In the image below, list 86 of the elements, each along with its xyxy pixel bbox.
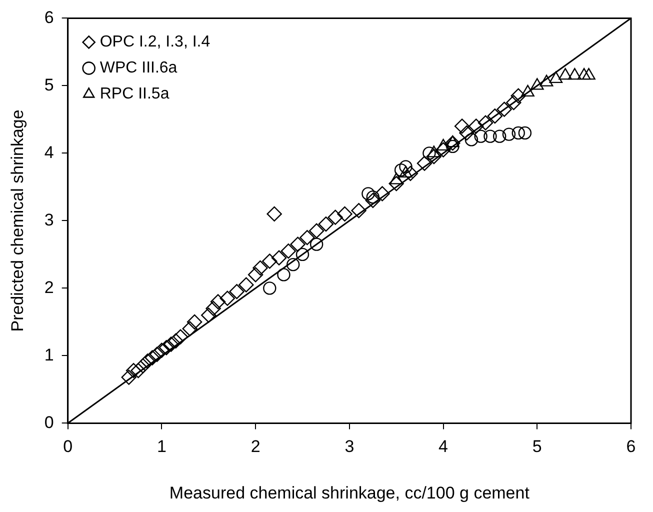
point (502, 128, 516, 141)
point (300, 230, 315, 246)
point (144, 350, 160, 366)
point (296, 248, 310, 262)
point (454, 118, 470, 134)
y-tick-label: 3 (44, 210, 54, 230)
point (168, 333, 184, 348)
point (158, 340, 174, 356)
point (310, 238, 324, 251)
point (277, 268, 290, 282)
point (416, 156, 432, 171)
y-tick-label: 0 (44, 412, 54, 432)
point (351, 202, 366, 218)
point (506, 94, 522, 110)
point (252, 260, 268, 276)
y-tick-label: 4 (44, 142, 54, 162)
point (478, 115, 494, 130)
x-tick-label: 5 (532, 437, 542, 456)
x-tick-label: 0 (63, 437, 73, 456)
point (308, 223, 324, 238)
point (402, 166, 418, 182)
point (263, 282, 276, 295)
point (445, 135, 460, 151)
point (446, 140, 460, 154)
point (512, 126, 525, 140)
x-tick-label: 3 (344, 437, 354, 456)
point (496, 102, 512, 117)
point (394, 163, 408, 177)
point (362, 187, 375, 200)
point (201, 308, 216, 323)
x-tick-label: 2 (250, 437, 260, 456)
point (510, 88, 526, 104)
y-tick-label: 5 (44, 75, 54, 94)
point (436, 142, 451, 158)
point (266, 206, 282, 222)
point (238, 277, 254, 292)
point (468, 118, 484, 134)
point (399, 160, 412, 174)
point (220, 290, 236, 306)
x-tick-label: 4 (438, 437, 448, 456)
point (459, 125, 474, 141)
point (328, 210, 343, 225)
point (337, 206, 352, 222)
point (135, 358, 151, 374)
point (229, 284, 244, 300)
point (388, 176, 404, 192)
point (280, 243, 296, 259)
point (374, 186, 390, 202)
point (248, 267, 264, 282)
legend-label: WPC III.6a (100, 60, 178, 77)
point (286, 258, 300, 272)
point (464, 133, 478, 146)
point (493, 130, 506, 143)
point (426, 148, 442, 164)
point (487, 108, 503, 124)
y-tick-label: 2 (44, 278, 54, 297)
y-axis-title: Predicted chemical shrinkage (8, 110, 27, 332)
point (140, 354, 156, 369)
point (484, 130, 497, 143)
point (121, 370, 136, 385)
point (474, 130, 488, 143)
point (130, 362, 146, 378)
point (210, 294, 226, 310)
legend-label: RPC II.5a (100, 86, 170, 103)
point (164, 336, 179, 352)
y-tick-label: 1 (44, 345, 54, 364)
legend-label: OPC I.2, I.3, I.4 (100, 34, 210, 51)
point (290, 236, 306, 252)
point (149, 346, 165, 362)
x-tick-label: 1 (156, 437, 166, 456)
point (318, 216, 334, 232)
x-tick-label: 6 (626, 437, 636, 456)
point (422, 146, 436, 160)
point (262, 254, 278, 269)
point (172, 329, 188, 344)
x-axis-title: Measured chemical shrinkage, cc/100 g cement (169, 483, 530, 502)
point (126, 362, 142, 378)
point (518, 126, 532, 140)
point (271, 250, 287, 266)
point (154, 342, 170, 358)
y-tick-label: 6 (44, 8, 54, 27)
point (365, 192, 380, 208)
point (366, 190, 380, 204)
point (182, 321, 198, 336)
point (206, 300, 221, 316)
point (186, 314, 202, 330)
